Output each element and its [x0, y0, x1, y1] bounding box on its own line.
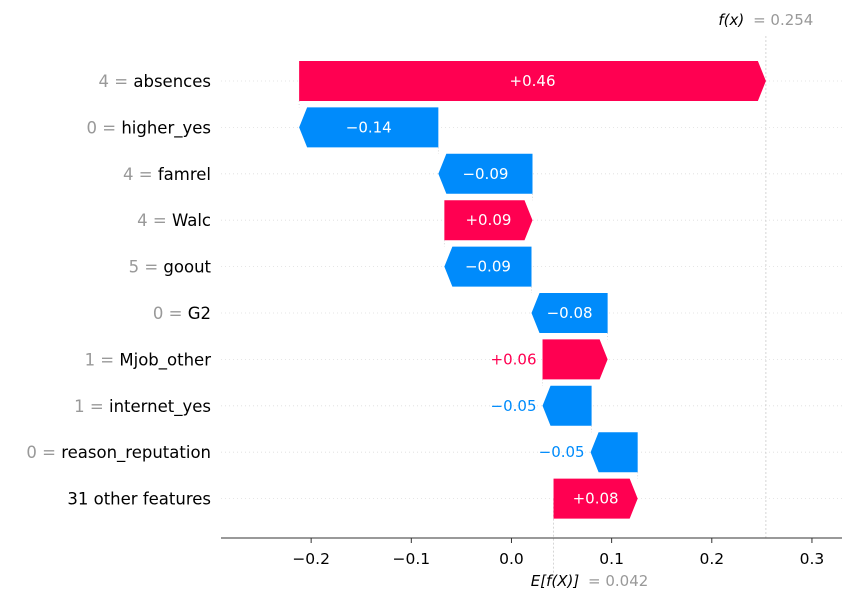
feature-label: 4 = famrel: [123, 164, 211, 183]
bar-value-label: −0.14: [346, 118, 392, 136]
feature-name: higher_yes: [121, 118, 211, 138]
feature-name: goout: [163, 257, 211, 276]
x-tick-label: 0.2: [699, 550, 724, 568]
x-axis: −0.2 −0.1 0.0 0.1 0.2 0.3: [221, 537, 842, 568]
bar-value-label: −0.05: [539, 443, 585, 461]
feature-label: 0 = reason_reputation: [26, 443, 211, 463]
ex-annotation: E[f(X)] = 0.042: [531, 572, 649, 590]
feature-name: absences: [133, 72, 211, 91]
feature-value: 0 =: [26, 443, 61, 462]
bar-value-label: −0.09: [465, 258, 511, 276]
annotations: f(x) = 0.254 E[f(X)] = 0.042: [531, 11, 814, 590]
waterfall-bar: [299, 107, 439, 148]
waterfall-bar: [444, 200, 533, 241]
waterfall-bar: [542, 339, 608, 380]
bar-value-label: −0.09: [462, 165, 508, 183]
ex-label: E[f(X)]: [531, 572, 580, 590]
feature-value: 1 =: [74, 396, 109, 415]
x-tick-label: −0.1: [392, 550, 430, 568]
ex-value: = 0.042: [588, 572, 648, 590]
feature-label: 4 = absences: [99, 72, 211, 91]
bar-value-label: +0.08: [573, 490, 619, 508]
x-tick-label: 0.3: [800, 550, 825, 568]
feature-name: internet_yes: [109, 396, 211, 416]
x-tick-label: 0.1: [599, 550, 624, 568]
x-tick-label: 0.0: [499, 550, 524, 568]
feature-value: 5 =: [129, 257, 164, 276]
fx-annotation: f(x) = 0.254: [718, 11, 813, 29]
x-tick-label: −0.2: [292, 550, 330, 568]
fx-value: = 0.254: [753, 11, 813, 29]
bar-value-label: +0.46: [510, 72, 556, 90]
waterfall-bar: [444, 246, 532, 287]
feature-label: 5 = goout: [129, 257, 212, 276]
feature-name: 31 other features: [67, 489, 211, 508]
feature-label: 1 = internet_yes: [74, 396, 211, 416]
waterfall-bar: [590, 432, 638, 473]
fx-label: f(x): [718, 11, 744, 29]
bars: +0.46 −0.14 −0.09 +0.09 −0.09 −0.08 +0.06 −0.05…: [298, 61, 766, 519]
feature-name: Walc: [172, 211, 211, 230]
feature-label: 0 = higher_yes: [87, 118, 212, 138]
feature-value: 0 =: [87, 118, 122, 137]
feature-value: 4 =: [137, 211, 172, 230]
waterfall-bar: [531, 293, 608, 333]
feature-label: 31 other features: [67, 489, 211, 508]
bar-value-label: −0.05: [491, 397, 537, 415]
bar-value-label: +0.06: [491, 350, 537, 368]
bar-value-label: +0.09: [465, 211, 511, 229]
feature-name: Mjob_other: [119, 350, 211, 370]
waterfall-bar: [438, 153, 533, 194]
feature-value: 4 =: [123, 164, 158, 183]
feature-name: reason_reputation: [61, 443, 211, 463]
feature-value: 4 =: [99, 72, 134, 91]
waterfall-bar: [299, 61, 766, 101]
feature-label: 0 = G2: [153, 304, 211, 323]
feature-label: 4 = Walc: [137, 211, 211, 230]
feature-name: famrel: [158, 164, 211, 183]
bar-value-label: −0.08: [547, 304, 593, 322]
feature-value: 0 =: [153, 304, 188, 323]
feature-value: 1 =: [85, 350, 120, 369]
feature-label: 1 = Mjob_other: [85, 350, 212, 370]
feature-name: G2: [188, 304, 211, 323]
waterfall-bar: [542, 385, 592, 426]
waterfall-bar: [553, 478, 638, 519]
